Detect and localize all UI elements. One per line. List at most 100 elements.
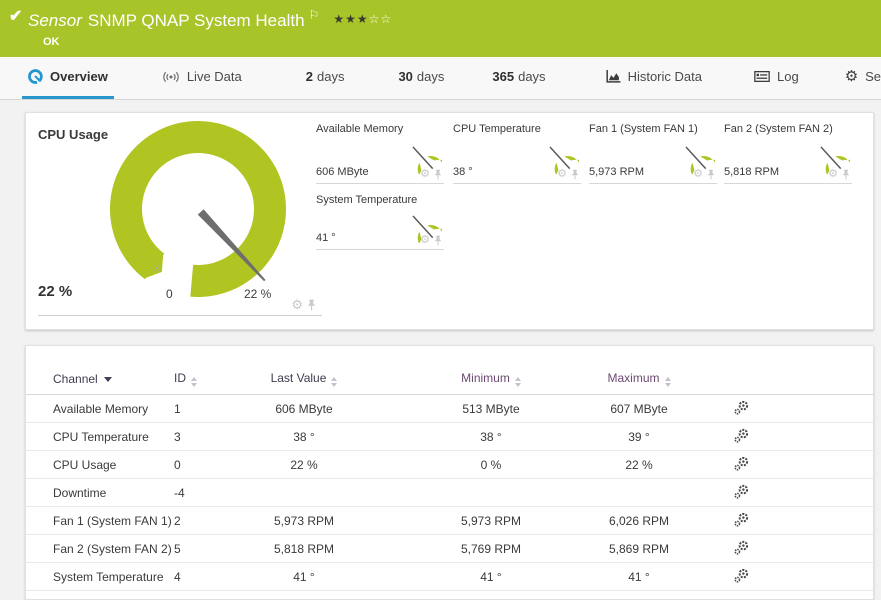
- cell-maximum: 5,869 RPM: [596, 534, 682, 563]
- priority-stars[interactable]: ★★★☆☆: [333, 12, 392, 26]
- tab-historic-data[interactable]: Historic Data: [600, 57, 708, 99]
- channels-table: Channel ID Last Value Minimum Maximum Av…: [26, 364, 873, 591]
- cell-maximum: 607 MByte: [596, 394, 682, 423]
- gauge-cell-cpu-temperature: CPU Temperature 38 ° ⚙: [453, 121, 581, 184]
- column-header-last-value[interactable]: Last Value: [222, 364, 386, 395]
- channel-settings-icon[interactable]: [733, 456, 749, 471]
- cell-channel: Fan 2 (System FAN 2): [26, 534, 174, 563]
- table-row: Fan 1 (System FAN 1) 2 5,973 RPM 5,973 R…: [26, 506, 873, 535]
- cell-minimum: 41 °: [386, 562, 596, 591]
- mini-gauge: [820, 146, 850, 174]
- cell-minimum: [386, 478, 596, 507]
- pin-icon[interactable]: [842, 169, 850, 180]
- gauge-needle: [197, 209, 266, 282]
- cell-maximum: 39 °: [596, 422, 682, 451]
- area-chart-icon: [606, 70, 621, 83]
- table-row: System Temperature 4 41 ° 41 ° 41 °: [26, 562, 873, 591]
- gauge-gear-icon[interactable]: ⚙: [291, 297, 303, 312]
- gauge-value: 5,818 RPM: [724, 166, 780, 178]
- gauge-gear-icon[interactable]: ⚙: [828, 168, 838, 180]
- gauge-title: CPU Temperature: [453, 123, 541, 135]
- cell-last-value: 5,973 RPM: [222, 506, 386, 535]
- table-header-row: Channel ID Last Value Minimum Maximum: [26, 364, 873, 395]
- cell-last-value: 41 °: [222, 562, 386, 591]
- cell-last-value: 5,818 RPM: [222, 534, 386, 563]
- cell-minimum: 5,769 RPM: [386, 534, 596, 563]
- gauge-title: Available Memory: [316, 123, 404, 135]
- sensor-header: ✔ Sensor SNMP QNAP System Health ⚐ ★★★☆☆ OK: [0, 0, 881, 57]
- sort-icon: [514, 377, 521, 387]
- page-title: SNMP QNAP System Health: [87, 11, 305, 30]
- mini-gauge-needle: [549, 146, 571, 170]
- channel-settings-icon[interactable]: [733, 428, 749, 443]
- pin-icon[interactable]: [434, 169, 442, 180]
- gauge-cell-fan-1: Fan 1 (System FAN 1) 5,973 RPM ⚙: [589, 121, 717, 184]
- channel-settings-icon[interactable]: [733, 400, 749, 415]
- star-icon-filled[interactable]: ★: [345, 12, 357, 26]
- gauge-gear-icon[interactable]: ⚙: [420, 168, 430, 180]
- channel-settings-icon[interactable]: [733, 484, 749, 499]
- star-icon-empty[interactable]: ☆: [368, 12, 381, 26]
- sort-icon: [331, 377, 338, 387]
- cell-last-value: 22 %: [222, 450, 386, 479]
- tab-30-days[interactable]: 30 days: [398, 69, 445, 84]
- star-icon-filled[interactable]: ★: [356, 12, 369, 26]
- cpu-usage-gauge: [109, 120, 286, 297]
- gauge-value: 5,973 RPM: [589, 166, 645, 178]
- broadcast-icon: [163, 71, 179, 82]
- tab-settings[interactable]: ⚙ Settings: [844, 68, 881, 85]
- gauge-cell-available-memory: Available Memory 606 MByte ⚙: [316, 121, 444, 184]
- column-header-maximum[interactable]: Maximum: [596, 364, 682, 395]
- tab-bar: Overview Live Data 2 days 30 days 365 days …: [0, 57, 881, 100]
- mini-gauge: [549, 146, 579, 174]
- log-list-icon: [754, 71, 770, 82]
- star-icon-empty[interactable]: ☆: [380, 12, 393, 26]
- gauge-gear-icon[interactable]: ⚙: [420, 234, 430, 246]
- sort-desc-icon: [103, 377, 112, 382]
- pin-icon[interactable]: [434, 235, 442, 246]
- table-row: Available Memory 1 606 MByte 513 MByte 6…: [26, 394, 873, 423]
- tab-2-days[interactable]: 2 days: [305, 69, 345, 84]
- tab-log[interactable]: Log: [748, 57, 805, 99]
- gauge-start-marker: [146, 255, 164, 278]
- table-row: Downtime -4: [26, 478, 873, 507]
- column-header-id[interactable]: ID: [174, 364, 222, 395]
- sort-icon: [191, 377, 197, 387]
- gauge-cell-fan-2: Fan 2 (System FAN 2) 5,818 RPM ⚙: [724, 121, 852, 184]
- column-header-minimum[interactable]: Minimum: [386, 364, 596, 395]
- channel-settings-icon[interactable]: [733, 540, 749, 555]
- cell-id: 4: [174, 562, 222, 591]
- pin-icon[interactable]: [307, 299, 316, 311]
- cell-channel: Fan 1 (System FAN 1): [26, 506, 174, 535]
- cell-last-value: [222, 478, 386, 507]
- cell-id: 5: [174, 534, 222, 563]
- sort-icon: [664, 377, 671, 387]
- tab-live-data[interactable]: Live Data: [156, 57, 248, 99]
- cell-channel: CPU Usage: [26, 450, 174, 479]
- primary-gauge-title: CPU Usage: [38, 127, 109, 142]
- gauge-title: Fan 1 (System FAN 1): [589, 123, 698, 135]
- object-kind-label: Sensor: [28, 11, 82, 30]
- channel-settings-icon[interactable]: [733, 512, 749, 527]
- pin-icon[interactable]: [707, 169, 715, 180]
- gear-icon: ⚙: [844, 68, 859, 85]
- cell-id: 0: [174, 450, 222, 479]
- tab-overview[interactable]: Overview: [22, 57, 114, 99]
- gauge-title: System Temperature: [316, 194, 418, 206]
- gauges-panel: CPU Usage x 0 22 % 22 % ⚙ Available Memo…: [25, 112, 874, 330]
- column-header-channel[interactable]: Channel: [26, 364, 174, 395]
- cell-maximum: 22 %: [596, 450, 682, 479]
- primary-gauge-value: 22 %: [38, 283, 73, 300]
- priority-flag-icon[interactable]: ⚐: [308, 8, 320, 22]
- tab-365-days[interactable]: 365 days: [492, 69, 546, 84]
- channel-settings-icon[interactable]: [733, 568, 749, 583]
- gauge-gear-icon[interactable]: ⚙: [693, 168, 703, 180]
- gauge-value: 606 MByte: [316, 166, 369, 178]
- pin-icon[interactable]: [571, 169, 579, 180]
- mini-gauge: [685, 146, 715, 174]
- mini-gauge-needle: [685, 146, 707, 170]
- status-check-icon: ✔: [9, 8, 23, 25]
- star-icon-filled[interactable]: ★: [333, 12, 346, 26]
- gauge-gear-icon[interactable]: ⚙: [557, 168, 567, 180]
- table-row: CPU Usage 0 22 % 0 % 22 %: [26, 450, 873, 479]
